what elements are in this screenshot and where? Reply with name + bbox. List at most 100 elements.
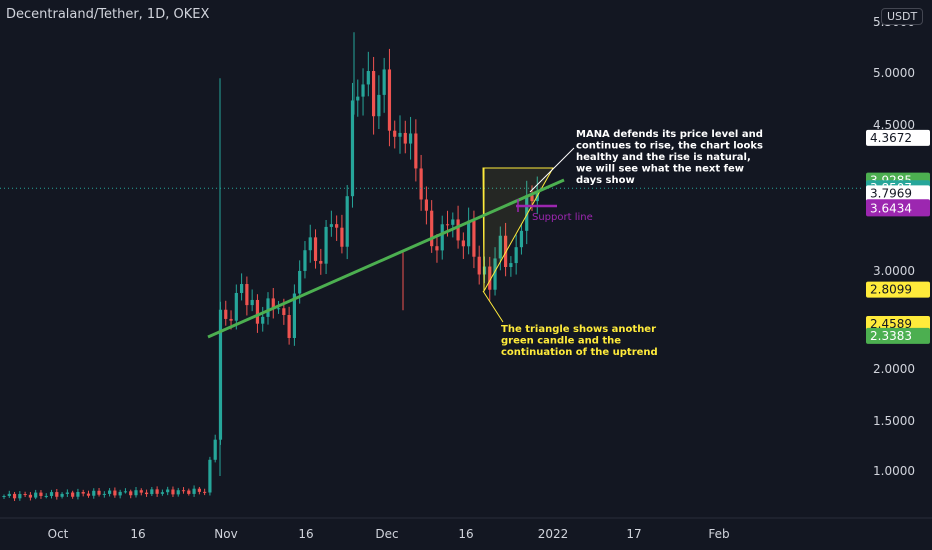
uptrend-line [207, 178, 565, 339]
candle-body [498, 235, 502, 259]
y-tick-label: 2.0000 [873, 362, 915, 376]
candle-body [382, 69, 386, 95]
candle-body [329, 224, 333, 227]
triangle-pattern [482, 167, 554, 293]
candle-body [435, 246, 439, 251]
candle-body [60, 493, 64, 497]
candle-body [261, 316, 265, 324]
support-line-label: Support line [532, 212, 593, 223]
mana-note-text: we will see what the next few [576, 164, 744, 175]
price-label-bg [866, 185, 930, 202]
candle-body [266, 298, 270, 317]
candle-body [488, 266, 492, 290]
candle-body [276, 308, 281, 310]
candle-body [451, 219, 455, 225]
mana-note-text: MANA defends its price level and [576, 129, 763, 140]
triangle-note-pointer [482, 290, 504, 323]
price-label: 3.6434 [870, 201, 912, 215]
candle-body [514, 247, 518, 264]
candle-body [525, 195, 529, 231]
candle-body [155, 489, 159, 494]
candle-body [224, 309, 228, 319]
candle-body [287, 315, 291, 338]
y-tick-label: 3.0000 [873, 264, 915, 278]
candle-body [504, 235, 508, 267]
x-tick-label: 17 [626, 527, 641, 541]
candle-body [150, 489, 154, 495]
price-label-bg [866, 327, 930, 344]
candle-body [166, 489, 170, 493]
candle-body [456, 219, 460, 241]
candle-body [203, 491, 207, 493]
candle-body [102, 493, 106, 495]
candle-body [113, 490, 117, 496]
y-tick-label: 5.0000 [873, 66, 915, 80]
x-tick-label: Nov [214, 527, 237, 541]
candle-body [2, 496, 6, 497]
mana-note-text: days show [576, 175, 635, 186]
x-tick-label: Feb [708, 527, 729, 541]
currency-button[interactable]: USDT [881, 8, 924, 25]
candle-body [71, 492, 75, 497]
candle-body [213, 439, 217, 460]
candle-body [398, 132, 402, 137]
candle-body [86, 493, 91, 496]
candle-body [208, 459, 212, 493]
candle-body [7, 493, 11, 496]
candle-body [340, 227, 344, 247]
price-label: 2.3383 [870, 329, 912, 343]
price-label: 3.7969 [870, 186, 912, 200]
candle-body [55, 492, 59, 497]
candle-body [108, 490, 112, 494]
candle-body [324, 226, 328, 264]
candle-body [144, 492, 149, 495]
candle-body [372, 71, 376, 117]
candle-body [472, 220, 476, 257]
candle-body [81, 491, 85, 494]
candle-body [445, 224, 450, 226]
price-axis-bg [862, 0, 932, 518]
price-label-bg [866, 281, 930, 298]
price-label: 2.4589 [870, 317, 912, 331]
candle-body [298, 270, 302, 294]
y-tick-label: 1.5000 [873, 414, 915, 428]
triangle-note-text: continuation of the uptrend [501, 347, 658, 358]
candle-body [123, 491, 128, 493]
candle-body [49, 492, 54, 496]
candle-body [530, 195, 534, 202]
candle-body [313, 237, 318, 261]
candle-body [92, 490, 96, 496]
y-tick-label: 1.0000 [873, 464, 915, 478]
candle-body [387, 69, 392, 131]
price-label: 2.8099 [870, 283, 912, 297]
candle-body [160, 492, 164, 494]
y-tick-label: 4.5000 [873, 118, 915, 132]
mana-note-text: continues to rise, the chart looks [576, 141, 763, 152]
candle-body [350, 100, 355, 197]
candle-body [509, 263, 513, 267]
candle-body [229, 318, 233, 321]
candle-body [44, 495, 48, 497]
candle-body [345, 196, 349, 247]
candle-body [240, 284, 244, 293]
candle-body [139, 490, 143, 493]
price-label-bg [866, 129, 930, 146]
candle-body [118, 491, 122, 496]
candle-body [440, 224, 444, 251]
candle-body [419, 168, 423, 200]
candle-body [303, 250, 307, 271]
triangle-note-text: The triangle shows another [501, 324, 656, 335]
candle-body [493, 258, 497, 290]
candle-body [408, 133, 413, 144]
candle-body [34, 492, 38, 498]
candle-body [187, 490, 191, 494]
candle-body [134, 490, 138, 496]
candle-body [181, 490, 186, 492]
candle-body [171, 489, 175, 495]
candle-body [245, 284, 249, 306]
candle-body [361, 84, 365, 97]
price-label-bg [866, 200, 930, 217]
candle-body [477, 256, 481, 275]
